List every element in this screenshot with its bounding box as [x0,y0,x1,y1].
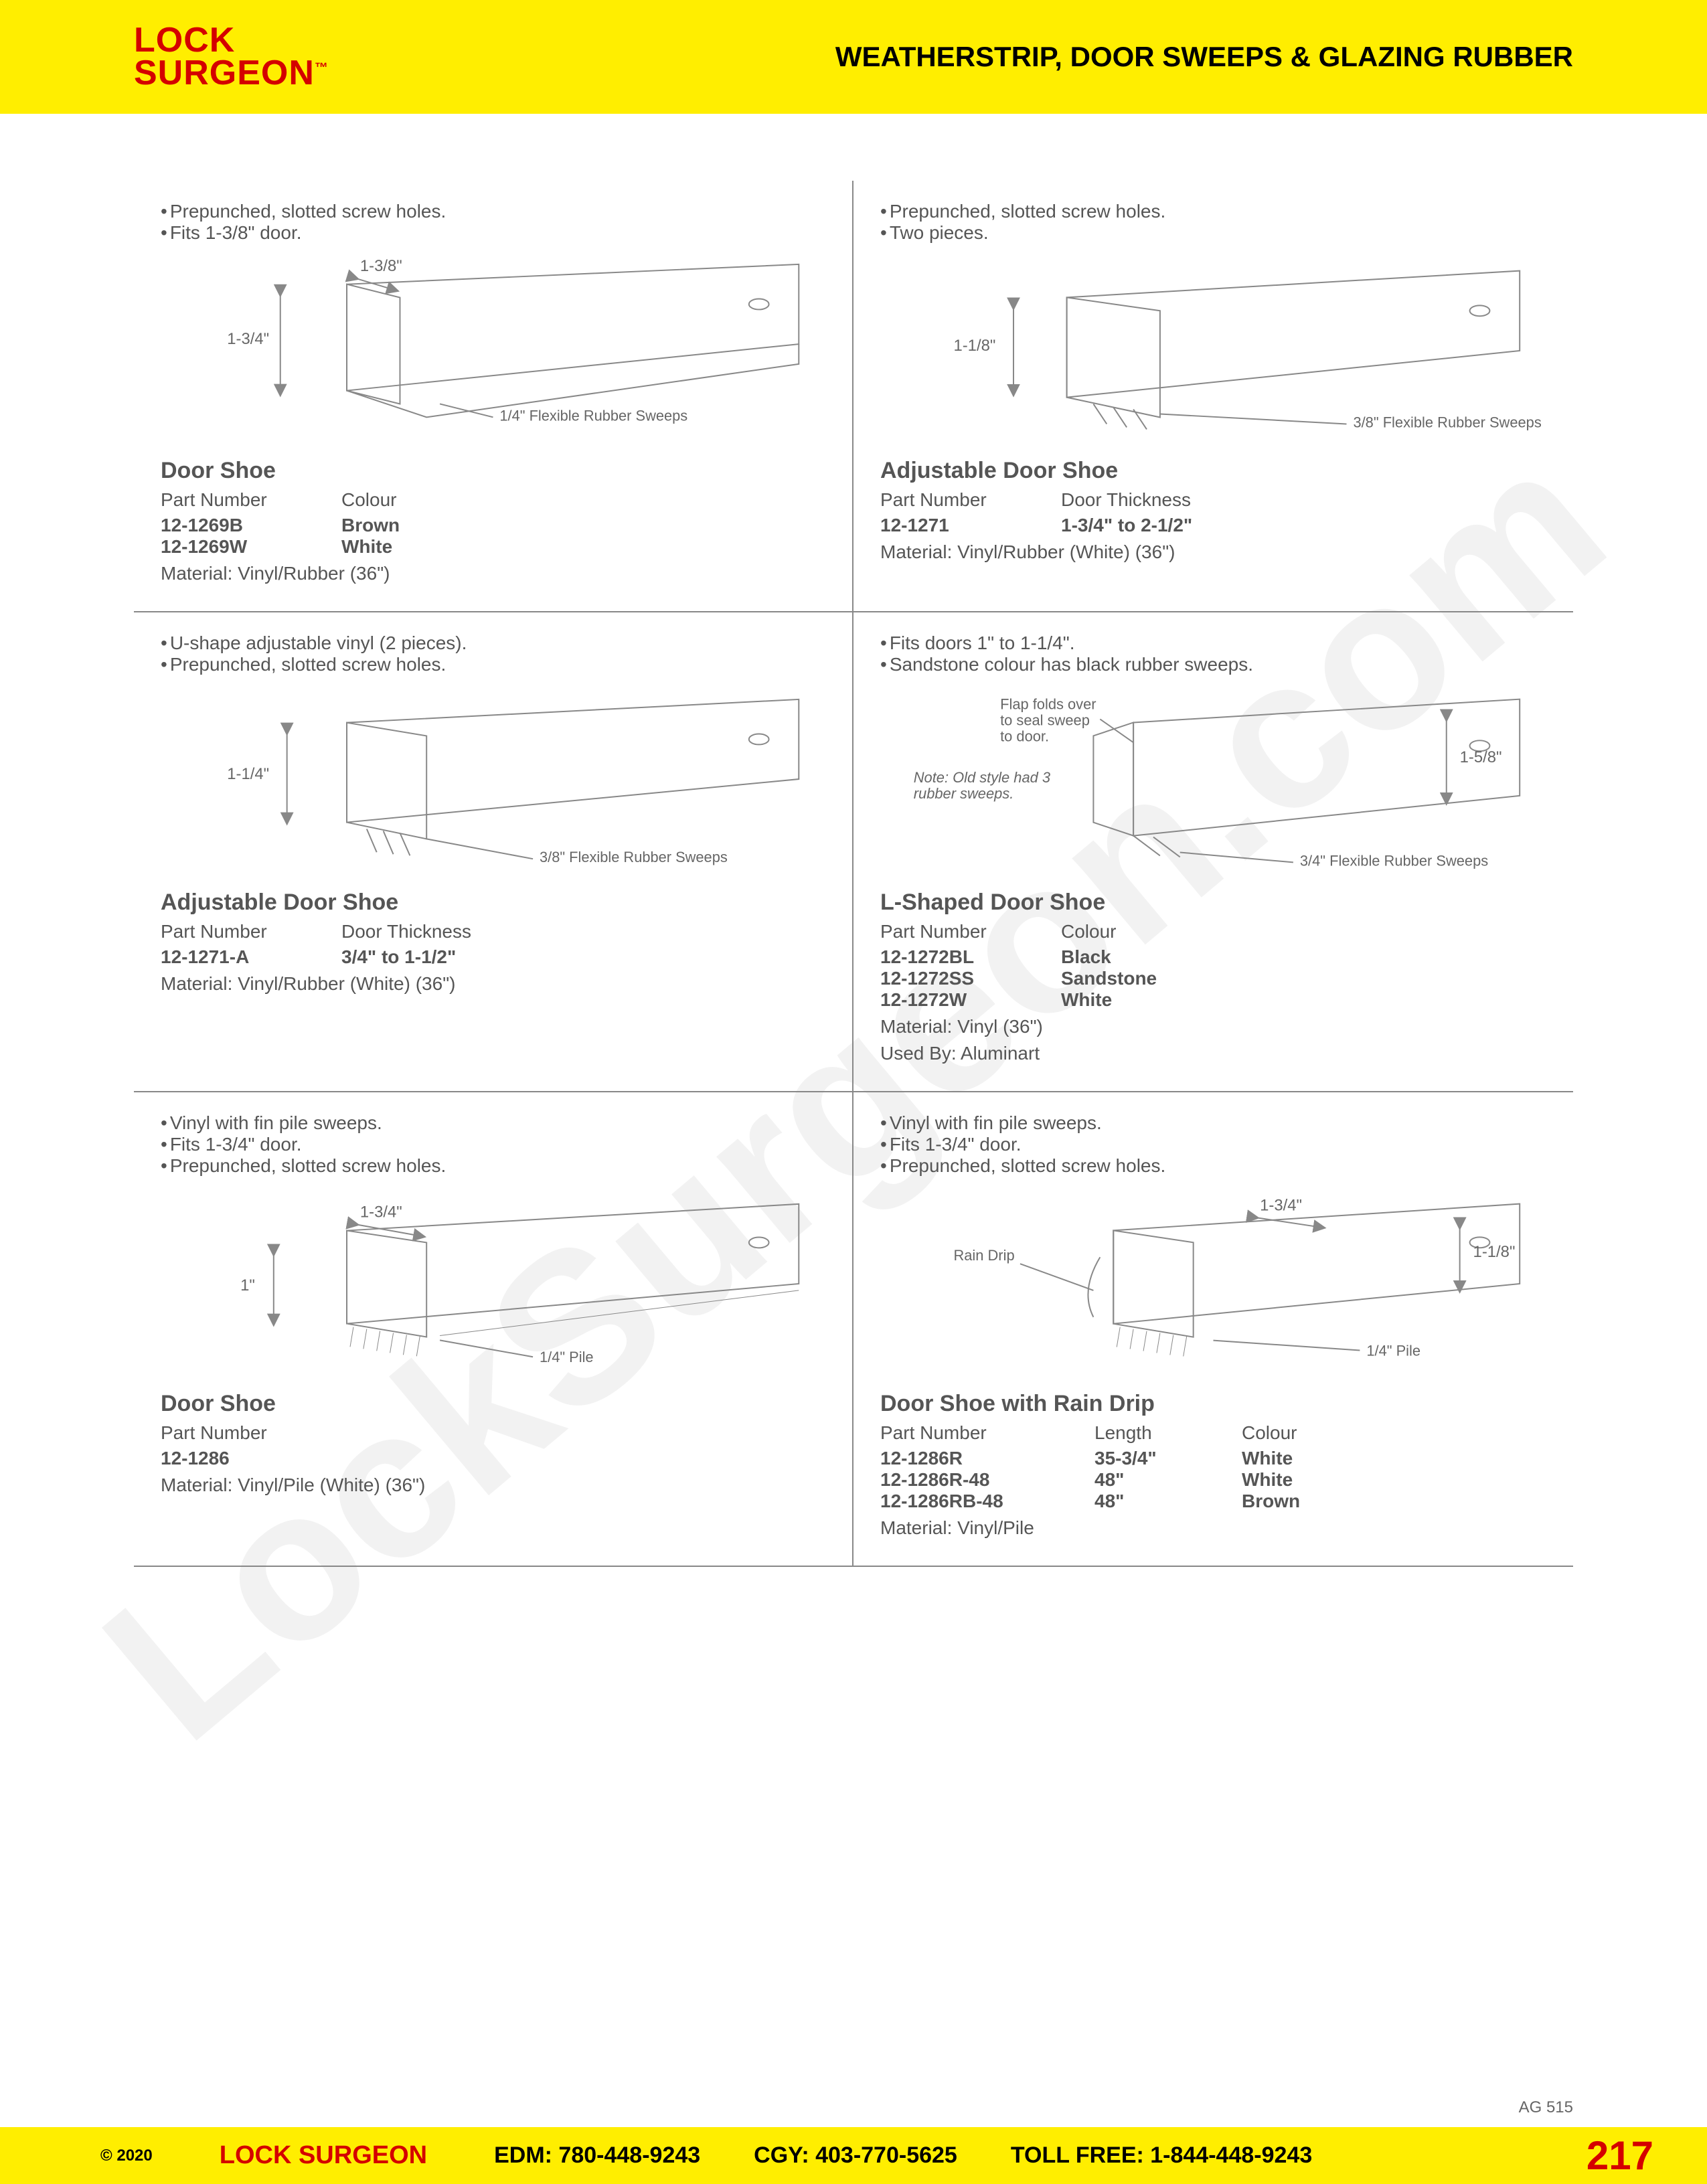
material-line: Material: Vinyl (36") [880,1016,1546,1037]
material-line: Material: Vinyl/Rubber (White) (36") [880,541,1546,563]
material-line: Material: Vinyl/Pile [880,1517,1546,1539]
product-cell: Prepunched, slotted screw holes. Two pie… [854,181,1573,612]
product-cell: Vinyl with fin pile sweeps. Fits 1-3/4" … [134,1092,854,1567]
product-diagram: 1-1/8" 3/8" Flexible Rubber Sweeps [880,257,1546,444]
spec-table: Part Number Colour 12-1269BBrown 12-1269… [161,489,825,558]
product-bullets: Vinyl with fin pile sweeps. Fits 1-3/4" … [161,1112,825,1177]
svg-text:1-5/8": 1-5/8" [1460,748,1502,766]
footer-cgy: CGY: 403-770-5625 [754,2143,957,2169]
svg-text:Note: Old style had 3rubber sw: Note: Old style had 3rubber sweeps. [914,769,1050,802]
svg-text:3/8" Flexible Rubber Sweeps: 3/8" Flexible Rubber Sweeps [540,849,728,865]
svg-text:1-1/8": 1-1/8" [1473,1243,1516,1261]
svg-text:1-3/4": 1-3/4" [360,1203,402,1222]
page-number: 217 [1587,2132,1653,2179]
used-by-line: Used By: Aluminart [880,1043,1546,1064]
product-title: L-Shaped Door Shoe [880,890,1546,916]
svg-text:1": 1" [240,1276,255,1294]
svg-text:1/4" Pile: 1/4" Pile [1366,1342,1420,1359]
svg-text:Rain Drip: Rain Drip [953,1247,1014,1264]
product-cell: Prepunched, slotted screw holes. Fits 1-… [134,181,854,612]
svg-text:1-3/4": 1-3/4" [1260,1197,1302,1215]
product-diagram: 1-5/8" Flap folds overto seal sweepto do… [880,689,1546,876]
footer-brand: LOCK SURGEON [220,2141,427,2170]
spec-table: Part Number Colour 12-1272BLBlack 12-127… [880,921,1546,1011]
ag-code: AG 515 [1519,2098,1573,2117]
svg-text:1-1/8": 1-1/8" [953,337,995,355]
logo-line1: LOCK [134,24,329,57]
material-line: Material: Vinyl/Pile (White) (36") [161,1475,825,1496]
svg-text:1-3/8": 1-3/8" [360,257,402,275]
header-title: WEATHERSTRIP, DOOR SWEEPS & GLAZING RUBB… [835,41,1573,73]
page-header: LOCK SURGEON™ WEATHERSTRIP, DOOR SWEEPS … [0,0,1707,114]
logo-line2: SURGEON™ [134,57,329,90]
svg-text:1-1/4": 1-1/4" [227,765,269,783]
spec-table: Part Number Door Thickness 12-12711-3/4"… [880,489,1546,536]
product-bullets: Prepunched, slotted screw holes. Fits 1-… [161,201,825,244]
product-bullets: Vinyl with fin pile sweeps. Fits 1-3/4" … [880,1112,1546,1177]
product-diagram: 1-3/4" 1-3/8" 1/4" Flexible Rubber Sweep… [161,257,825,444]
product-title: Adjustable Door Shoe [880,458,1546,484]
product-title: Door Shoe with Rain Drip [880,1391,1546,1417]
material-line: Material: Vinyl/Rubber (White) (36") [161,973,825,995]
product-bullets: Fits doors 1" to 1-1/4". Sandstone colou… [880,633,1546,675]
product-bullets: Prepunched, slotted screw holes. Two pie… [880,201,1546,244]
product-diagram: 1-1/4" 3/8" Flexible Rubber Sweeps [161,689,825,876]
copyright: © 2020 [100,2147,153,2165]
svg-text:1-3/4": 1-3/4" [227,330,269,348]
footer-toll: TOLL FREE: 1-844-448-9243 [1011,2143,1312,2169]
product-diagram: 1-1/8" 1-3/4" Rain Drip 1/4" Pile [880,1190,1546,1377]
product-cell: U-shape adjustable vinyl (2 pieces). Pre… [134,612,854,1092]
product-bullets: U-shape adjustable vinyl (2 pieces). Pre… [161,633,825,675]
product-cell: Vinyl with fin pile sweeps. Fits 1-3/4" … [854,1092,1573,1567]
svg-text:1/4" Flexible Rubber Sweeps: 1/4" Flexible Rubber Sweeps [499,407,687,424]
product-title: Door Shoe [161,458,825,484]
svg-text:Flap folds overto seal sweepto: Flap folds overto seal sweepto door. [1000,696,1096,745]
svg-text:1/4" Pile: 1/4" Pile [540,1349,594,1365]
spec-table: Part Number 12-1286 [161,1422,825,1469]
svg-text:3/4" Flexible Rubber Sweeps: 3/4" Flexible Rubber Sweeps [1300,852,1488,869]
logo: LOCK SURGEON™ [134,24,329,90]
catalog-content: Prepunched, slotted screw holes. Fits 1-… [0,114,1707,1600]
product-title: Door Shoe [161,1391,825,1417]
footer-edm: EDM: 780-448-9243 [494,2143,700,2169]
product-cell: Fits doors 1" to 1-1/4". Sandstone colou… [854,612,1573,1092]
spec-table: Part Number Door Thickness 12-1271-A3/4"… [161,921,825,968]
spec-table: Part Number Length Colour 12-1286R35-3/4… [880,1422,1546,1512]
page-footer: © 2020 LOCK SURGEON EDM: 780-448-9243 CG… [0,2127,1707,2184]
svg-text:3/8" Flexible Rubber Sweeps: 3/8" Flexible Rubber Sweeps [1353,414,1541,430]
product-title: Adjustable Door Shoe [161,890,825,916]
material-line: Material: Vinyl/Rubber (36") [161,563,825,584]
product-diagram: 1" 1-3/4" 1/4" Pile [161,1190,825,1377]
